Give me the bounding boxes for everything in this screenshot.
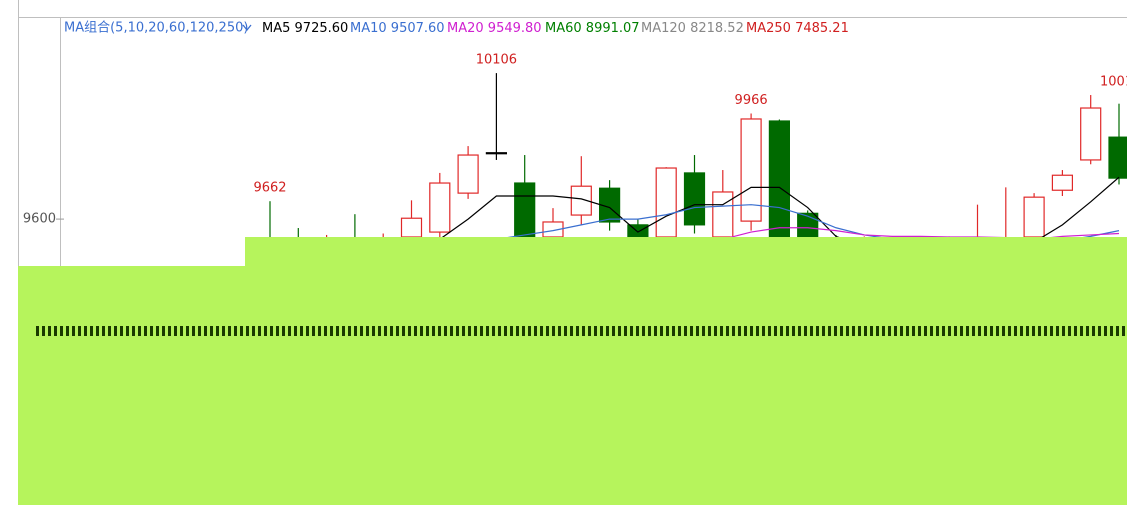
legend-value: 8218.52 — [690, 21, 744, 36]
candle-body — [542, 221, 564, 238]
candle-body — [1108, 136, 1127, 179]
annotations: 9662 10106 9966 1001 — [253, 53, 1127, 196]
candle-body — [514, 182, 536, 238]
legend-item: MA20 9549.80 — [447, 21, 542, 36]
legend-value: 9507.60 — [391, 21, 445, 36]
legend-item: MA60 8991.07 — [545, 21, 640, 36]
legend-value: 9549.80 — [488, 21, 542, 36]
legend-name: MA120 — [641, 21, 686, 36]
candle-body — [712, 191, 734, 238]
y-axis-labels: 9600 — [23, 212, 64, 227]
y-tick-label: 9600 — [23, 212, 56, 227]
high-label: 9662 — [253, 181, 286, 196]
clipped-high-label: 1001 — [1100, 75, 1127, 90]
legend-name: MA5 — [262, 21, 290, 36]
candle-body — [1080, 107, 1102, 161]
candle-body — [1023, 196, 1045, 238]
candle-body — [1051, 174, 1074, 191]
legend-name: MA10 — [350, 21, 387, 36]
legend-value: 8991.07 — [586, 21, 640, 36]
legend: MA组合(5,10,20,60,120,250) MA5 9725.60 MA10… — [64, 21, 849, 36]
legend-title: MA组合(5,10,20,60,120,250) — [64, 21, 248, 36]
legend-dropdown-icon[interactable] — [242, 24, 252, 32]
candle-body — [797, 212, 819, 238]
legend-name: MA60 — [545, 21, 582, 36]
candle-body — [683, 172, 706, 226]
legend-name: MA20 — [447, 21, 484, 36]
glitch-overlay — [18, 237, 1127, 505]
high-label: 9966 — [735, 93, 768, 108]
legend-item: MA120 8218.52 — [641, 21, 744, 36]
candle-body — [429, 182, 451, 233]
candle-body — [400, 217, 423, 238]
candle-body — [457, 154, 479, 194]
legend-value: 9725.60 — [295, 21, 349, 36]
candle-body — [740, 118, 762, 222]
legend-value: 7485.21 — [795, 21, 849, 36]
legend-item: MA250 7485.21 — [746, 21, 849, 36]
high-label: 10106 — [476, 53, 517, 68]
legend-item: MA5 9725.60 — [262, 21, 348, 36]
candle-body — [655, 167, 677, 238]
legend-item: MA10 9507.60 — [350, 21, 445, 36]
candle-body — [485, 152, 507, 155]
candle-body — [570, 185, 592, 216]
legend-name: MA250 — [746, 21, 791, 36]
candle-body — [768, 120, 791, 238]
